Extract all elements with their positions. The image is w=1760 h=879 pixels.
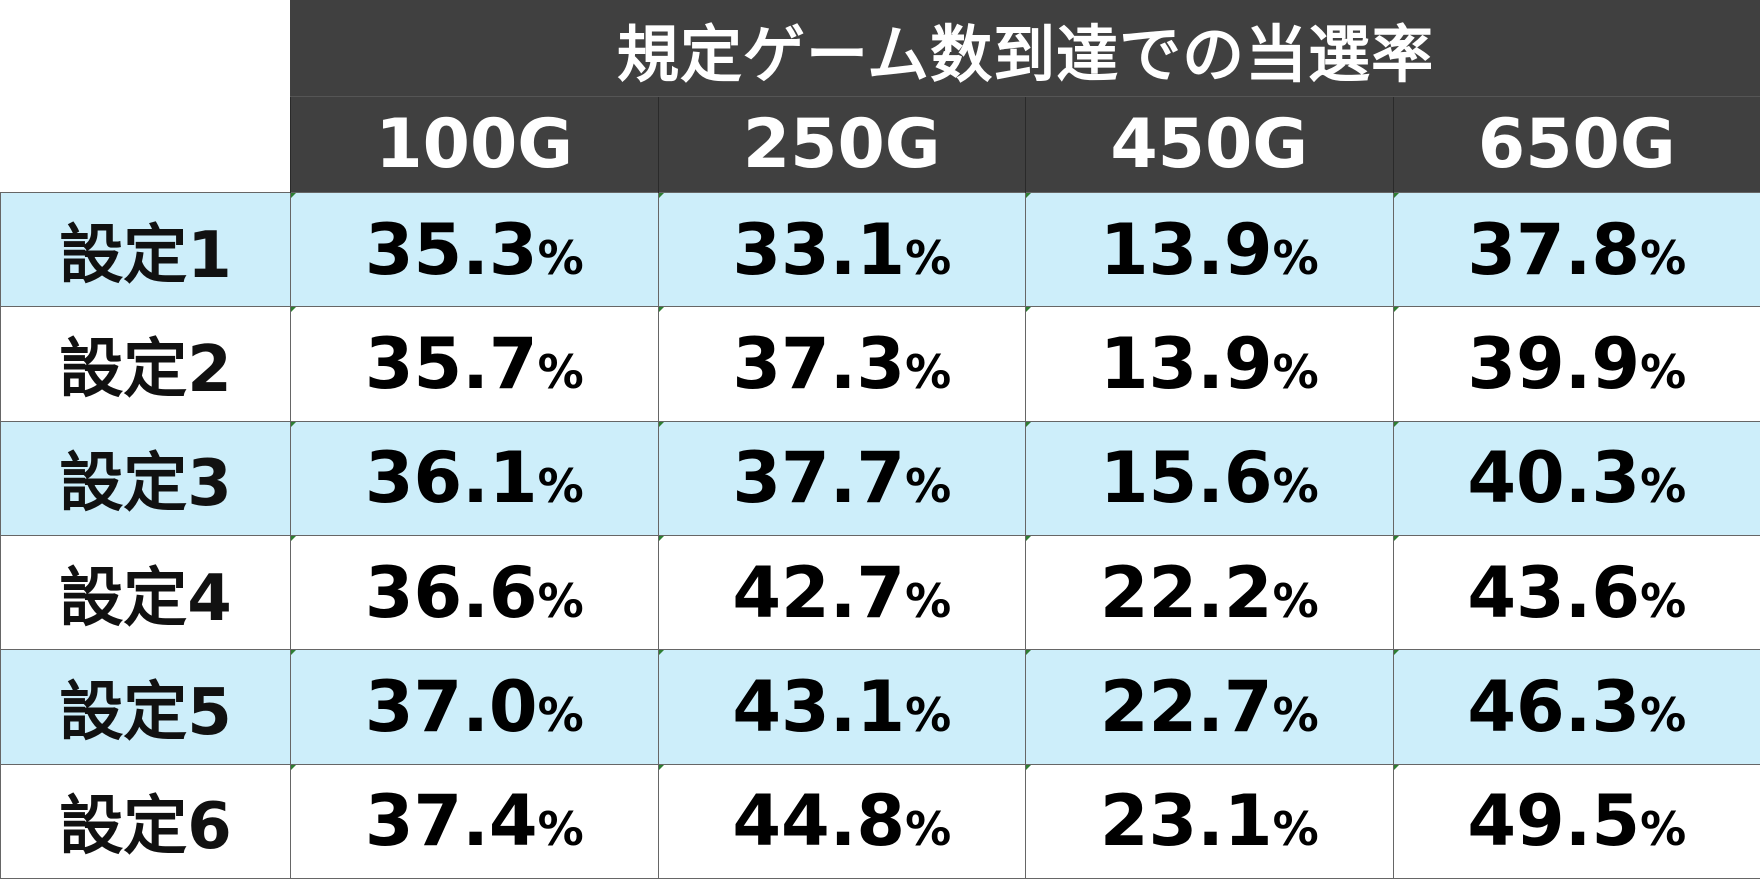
rate-value: 37.3 [732, 323, 905, 405]
column-header-250g: 250G [658, 97, 1026, 193]
rate-value: 36.6 [365, 552, 538, 634]
percent-sign: % [1640, 345, 1686, 399]
table-row: 設定4 36.6% 42.7% 22.2% 43.6% [1, 535, 1760, 649]
rate-cell: 35.7% [291, 307, 659, 421]
rate-value: 42.7 [732, 552, 905, 634]
rate-cell: 43.1% [658, 650, 1026, 764]
row-header: 設定3 [1, 421, 291, 535]
rate-value: 22.7 [1100, 666, 1273, 748]
row-header: 設定2 [1, 307, 291, 421]
percent-sign: % [538, 802, 584, 856]
rate-value: 37.7 [732, 437, 905, 519]
table-row: 設定5 37.0% 43.1% 22.7% 46.3% [1, 650, 1760, 764]
rate-value: 43.6 [1467, 552, 1640, 634]
column-header-100g: 100G [291, 97, 659, 193]
rate-cell: 42.7% [658, 535, 1026, 649]
table-row: 設定3 36.1% 37.7% 15.6% 40.3% [1, 421, 1760, 535]
rate-cell: 36.6% [291, 535, 659, 649]
percent-sign: % [538, 459, 584, 513]
table-row: 設定1 35.3% 33.1% 13.9% 37.8% [1, 193, 1760, 307]
percent-sign: % [905, 345, 951, 399]
rate-cell: 44.8% [658, 764, 1026, 878]
rate-value: 37.8 [1467, 209, 1640, 291]
percent-sign: % [1640, 688, 1686, 742]
percent-sign: % [538, 231, 584, 285]
rate-value: 15.6 [1100, 437, 1273, 519]
rate-cell: 13.9% [1026, 307, 1394, 421]
rate-cell: 37.8% [1393, 193, 1760, 307]
row-header: 設定1 [1, 193, 291, 307]
row-header: 設定6 [1, 764, 291, 878]
rate-cell: 37.3% [658, 307, 1026, 421]
rate-cell: 23.1% [1026, 764, 1394, 878]
rate-cell: 33.1% [658, 193, 1026, 307]
rate-cell: 22.2% [1026, 535, 1394, 649]
table-title: 規定ゲーム数到達での当選率 [291, 1, 1760, 97]
percent-sign: % [905, 574, 951, 628]
rate-cell: 46.3% [1393, 650, 1760, 764]
percent-sign: % [1273, 688, 1319, 742]
rate-cell: 37.7% [658, 421, 1026, 535]
rate-cell: 40.3% [1393, 421, 1760, 535]
rate-value: 33.1 [732, 209, 905, 291]
rate-value: 46.3 [1467, 666, 1640, 748]
percent-sign: % [538, 345, 584, 399]
rate-cell: 36.1% [291, 421, 659, 535]
percent-sign: % [1273, 574, 1319, 628]
percent-sign: % [905, 459, 951, 513]
percent-sign: % [905, 802, 951, 856]
percent-sign: % [1273, 459, 1319, 513]
percent-sign: % [538, 574, 584, 628]
percent-sign: % [538, 688, 584, 742]
rate-value: 37.0 [365, 666, 538, 748]
percent-sign: % [905, 231, 951, 285]
rate-value: 44.8 [732, 780, 905, 862]
percent-sign: % [1640, 574, 1686, 628]
rate-cell: 37.0% [291, 650, 659, 764]
percent-sign: % [1640, 231, 1686, 285]
table-row: 設定2 35.7% 37.3% 13.9% 39.9% [1, 307, 1760, 421]
rate-value: 13.9 [1100, 209, 1273, 291]
rate-value: 13.9 [1100, 323, 1273, 405]
percent-sign: % [1273, 802, 1319, 856]
table-row: 設定6 37.4% 44.8% 23.1% 49.5% [1, 764, 1760, 878]
rate-value: 36.1 [365, 437, 538, 519]
rate-value: 40.3 [1467, 437, 1640, 519]
column-header-650g: 650G [1393, 97, 1760, 193]
row-header: 設定4 [1, 535, 291, 649]
rate-cell: 22.7% [1026, 650, 1394, 764]
percent-sign: % [1273, 345, 1319, 399]
rate-cell: 13.9% [1026, 193, 1394, 307]
rate-cell: 15.6% [1026, 421, 1394, 535]
rate-value: 23.1 [1100, 780, 1273, 862]
rate-value: 35.3 [365, 209, 538, 291]
rate-value: 43.1 [732, 666, 905, 748]
percent-sign: % [1640, 802, 1686, 856]
rate-cell: 39.9% [1393, 307, 1760, 421]
percent-sign: % [1273, 231, 1319, 285]
rate-cell: 37.4% [291, 764, 659, 878]
row-header: 設定5 [1, 650, 291, 764]
rate-cell: 35.3% [291, 193, 659, 307]
rate-value: 39.9 [1467, 323, 1640, 405]
corner-cell [1, 1, 291, 193]
rate-cell: 49.5% [1393, 764, 1760, 878]
percent-sign: % [905, 688, 951, 742]
percent-sign: % [1640, 459, 1686, 513]
rate-cell: 43.6% [1393, 535, 1760, 649]
rate-value: 37.4 [365, 780, 538, 862]
rate-value: 35.7 [365, 323, 538, 405]
column-header-450g: 450G [1026, 97, 1394, 193]
rate-value: 49.5 [1467, 780, 1640, 862]
rate-value: 22.2 [1100, 552, 1273, 634]
